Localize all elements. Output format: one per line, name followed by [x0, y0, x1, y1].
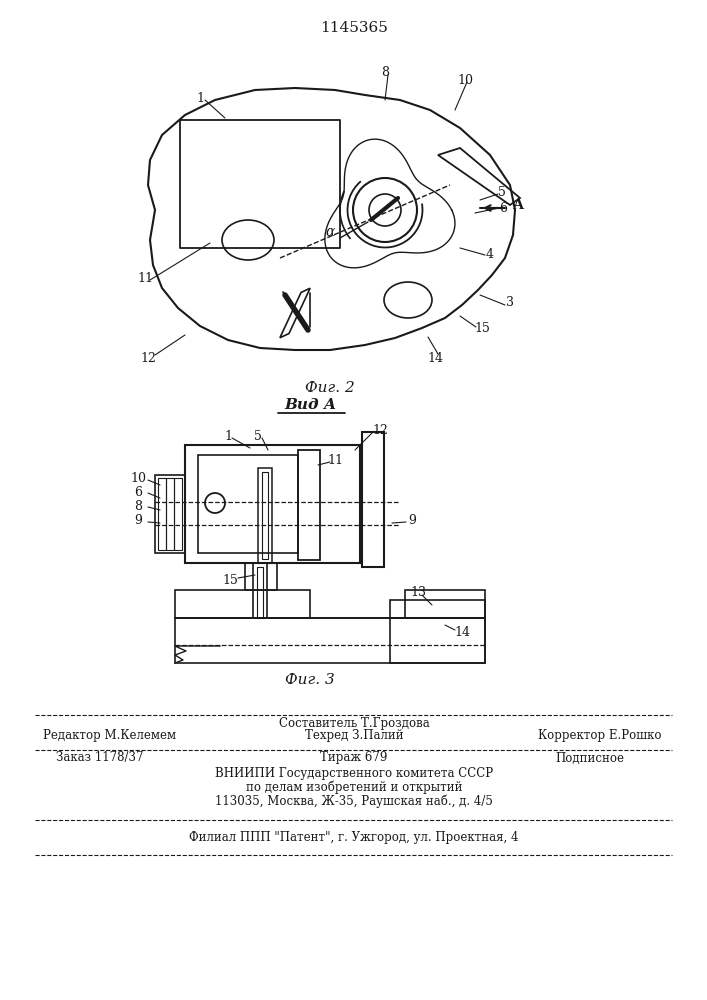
Bar [262, 472, 268, 559]
Bar [175, 618, 485, 663]
Text: Тираж 679: Тираж 679 [320, 752, 387, 764]
Text: Фиг. 2: Фиг. 2 [305, 381, 355, 395]
Text: α: α [325, 225, 334, 239]
Text: А: А [513, 198, 524, 212]
Text: 8: 8 [134, 499, 142, 512]
Bar [362, 432, 384, 567]
Bar [174, 478, 182, 550]
Text: 6: 6 [134, 486, 142, 498]
Text: 11: 11 [327, 454, 343, 466]
Bar [158, 478, 166, 550]
Text: 12: 12 [372, 424, 388, 436]
Polygon shape [438, 148, 520, 205]
Bar [245, 563, 277, 590]
Text: Заказ 1178/37: Заказ 1178/37 [57, 752, 144, 764]
Bar [166, 478, 174, 550]
Text: 5: 5 [498, 186, 506, 198]
Bar [258, 468, 272, 563]
Text: 9: 9 [408, 514, 416, 528]
Text: 3: 3 [506, 296, 514, 308]
Text: 13: 13 [410, 585, 426, 598]
Bar [175, 590, 310, 618]
Text: Редактор М.Келемем: Редактор М.Келемем [43, 730, 177, 742]
Text: 113035, Москва, Ж-35, Раушская наб., д. 4/5: 113035, Москва, Ж-35, Раушская наб., д. … [215, 794, 493, 808]
Text: 8: 8 [381, 66, 389, 79]
Text: 14: 14 [454, 626, 470, 639]
Text: 9: 9 [134, 514, 142, 528]
Text: 15: 15 [222, 574, 238, 586]
Text: 1145365: 1145365 [320, 21, 388, 35]
Text: 6: 6 [499, 202, 507, 215]
Bar [185, 445, 360, 563]
Text: Фиг. 3: Фиг. 3 [285, 673, 335, 687]
Text: 15: 15 [474, 322, 490, 334]
Text: 5: 5 [254, 430, 262, 442]
Bar [390, 618, 485, 663]
Text: Вид А: Вид А [284, 398, 336, 412]
Text: 1: 1 [224, 430, 232, 442]
Text: 14: 14 [427, 352, 443, 364]
Text: по делам изобретений и открытий: по делам изобретений и открытий [246, 780, 462, 794]
Polygon shape [280, 288, 310, 338]
Bar [155, 475, 185, 553]
Text: 10: 10 [457, 74, 473, 87]
Bar [198, 455, 298, 553]
Text: Техред З.Палий: Техред З.Палий [305, 730, 403, 742]
Bar [257, 567, 263, 618]
Text: Подписное: Подписное [556, 752, 624, 764]
Text: Корректор Е.Рошко: Корректор Е.Рошко [538, 730, 662, 742]
Text: Филиал ППП "Патент", г. Ужгород, ул. Проектная, 4: Филиал ППП "Патент", г. Ужгород, ул. Про… [189, 832, 519, 844]
Text: 10: 10 [130, 472, 146, 485]
Text: Составитель Т.Гроздова: Составитель Т.Гроздова [279, 716, 429, 730]
Text: 12: 12 [140, 352, 156, 364]
Bar [298, 450, 320, 560]
Bar [253, 563, 267, 618]
Bar [390, 600, 485, 618]
Text: 1: 1 [196, 92, 204, 104]
Bar [405, 590, 485, 618]
Text: ВНИИПИ Государственного комитета СССР: ВНИИПИ Государственного комитета СССР [215, 766, 493, 780]
Text: 4: 4 [486, 248, 494, 261]
Text: 11: 11 [137, 271, 153, 284]
